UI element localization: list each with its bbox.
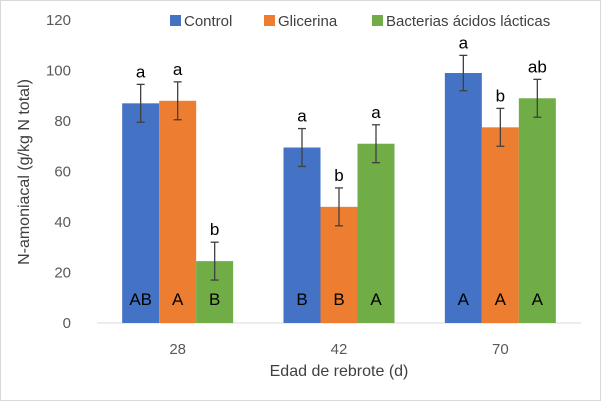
y-tick-label: 100 [46, 63, 71, 80]
significance-letter-bottom: A [172, 290, 184, 309]
legend-swatch [264, 15, 275, 26]
legend-label: Control [184, 13, 232, 30]
y-axis: 0 20 40 60 80 100 120 [46, 12, 71, 332]
bar [481, 127, 519, 323]
legend-swatch [170, 15, 181, 26]
significance-letter-bottom: B [333, 290, 344, 309]
significance-letter-top: b [496, 86, 505, 105]
bar [122, 103, 160, 323]
legend-label: Bacterias ácidos lácticas [386, 13, 550, 30]
significance-letter-top: b [334, 166, 343, 185]
bar [518, 98, 556, 324]
bar [444, 73, 482, 324]
y-tick-label: 40 [54, 214, 71, 231]
significance-letter-bottom: B [296, 290, 307, 309]
legend-swatch [372, 15, 383, 26]
significance-letter-bottom: A [370, 290, 382, 309]
significance-letter-top: a [136, 62, 146, 81]
significance-letter-bottom: A [495, 290, 507, 309]
bar [159, 100, 197, 323]
significance-letter-bottom: A [458, 290, 470, 309]
y-tick-label: 120 [46, 12, 71, 29]
significance-letters: a AB a Ab Ba Bb Ba Aa Ab Aab A [129, 33, 546, 309]
significance-letter-top: ab [528, 57, 547, 76]
significance-letter-bottom: AB [129, 290, 152, 309]
x-tick-label: 28 [169, 341, 186, 358]
y-tick-label: 20 [54, 265, 71, 282]
significance-letter-bottom: B [209, 290, 220, 309]
x-axis-label: Edad de rebrote (d) [270, 363, 409, 380]
significance-letter-top: a [173, 60, 183, 79]
x-axis: 28 42 70 [97, 322, 581, 358]
y-tick-label: 0 [63, 315, 71, 332]
significance-letter-top: b [210, 220, 219, 239]
y-axis-label: N-amoniacal (g/kg N total) [16, 79, 33, 265]
y-tick-label: 60 [54, 164, 71, 181]
significance-letter-top: a [371, 103, 381, 122]
x-tick-label: 42 [331, 341, 348, 358]
bar [357, 143, 395, 323]
legend-label: Glicerina [278, 13, 338, 30]
error-bars [136, 54, 542, 281]
significance-letter-top: a [297, 107, 307, 126]
x-tick-label: 70 [492, 341, 509, 358]
bar [283, 147, 321, 323]
legend: Control Glicerina Bacterias ácidos láctica… [170, 13, 550, 30]
significance-letter-top: a [459, 33, 469, 52]
y-tick-label: 80 [54, 113, 71, 130]
significance-letter-bottom: A [532, 290, 544, 309]
